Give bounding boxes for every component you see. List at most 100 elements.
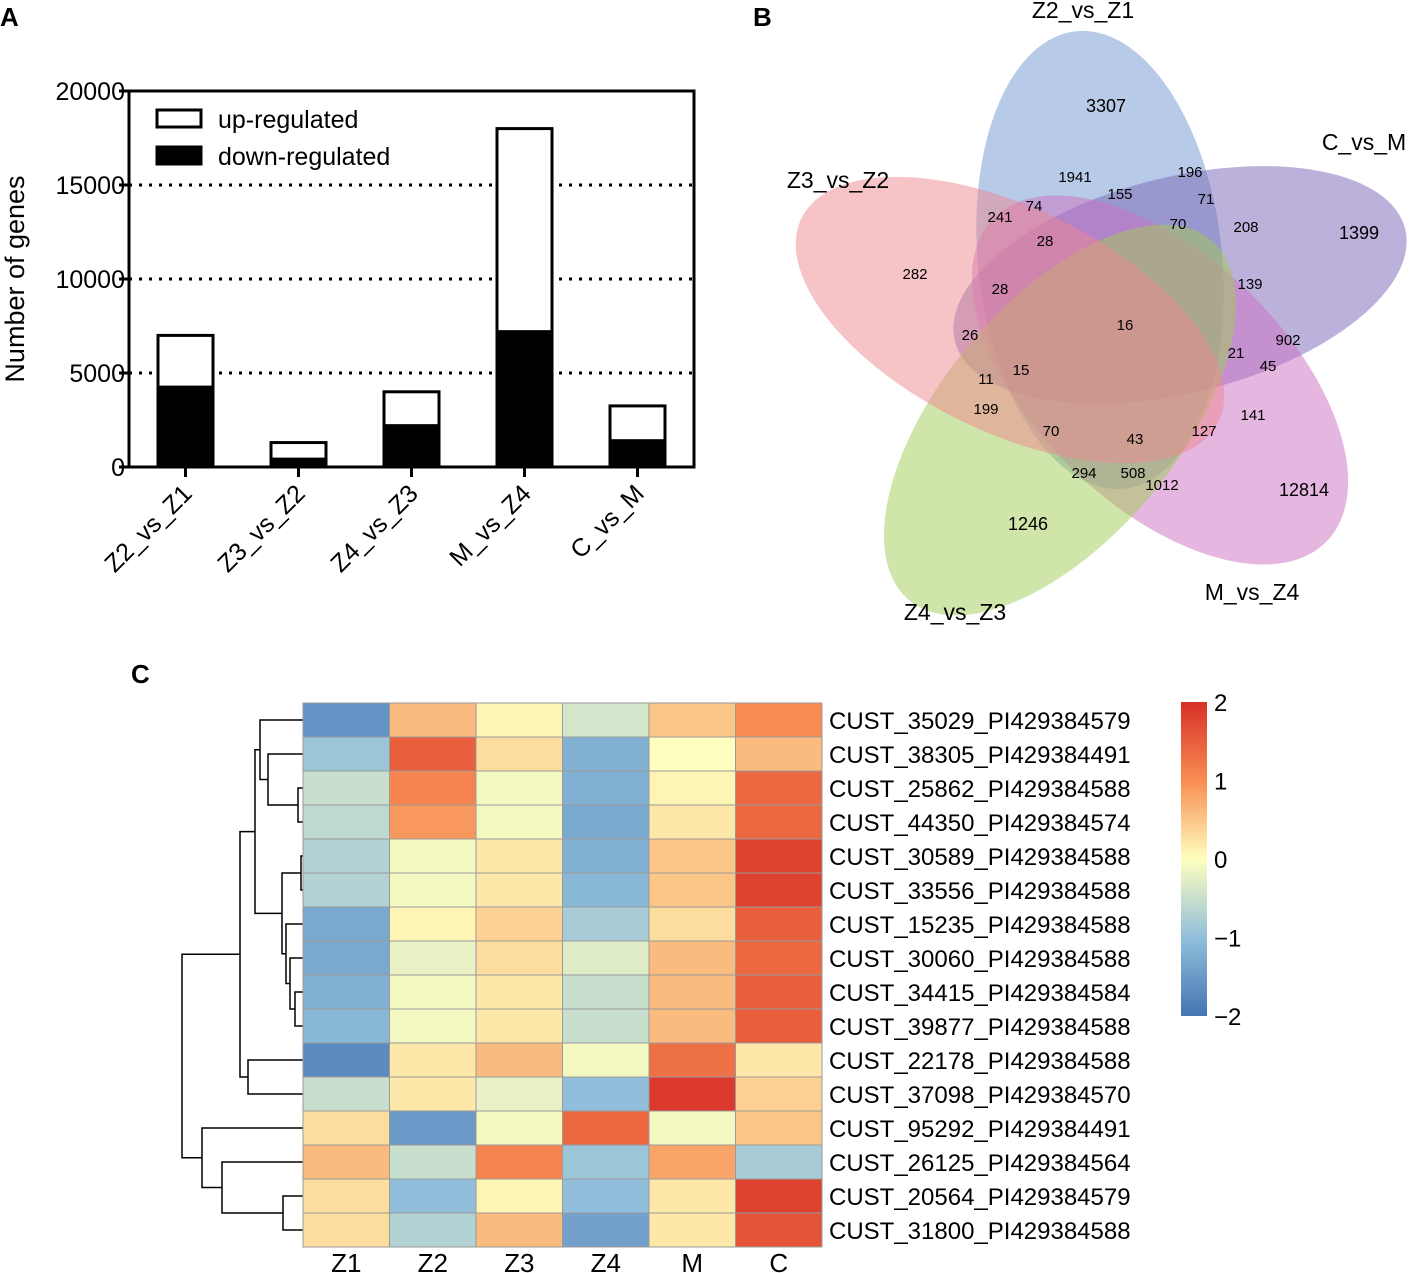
heatmap-cell [302, 1144, 390, 1180]
venn-ellipses [795, 30, 1407, 616]
venn-set-label-m-vs-z4: M_vs_Z4 [1205, 579, 1300, 605]
y-tick-label: 10000 [55, 266, 125, 294]
heatmap-cell [562, 1110, 650, 1146]
heatmap-cell [735, 1110, 823, 1146]
x-tick-label: Z4_vs_Z3 [325, 479, 423, 577]
venn-region-count: 70 [1043, 423, 1060, 440]
heatmap-row-label: CUST_25862_PI429384588 [829, 776, 1131, 803]
venn-region-count: 3307 [1086, 96, 1126, 116]
heatmap-column-label: Z2 [418, 1248, 448, 1273]
heatmap-column-labels: Z1 Z2 Z3 Z4 M C [331, 1248, 788, 1273]
heatmap-cell [648, 906, 736, 942]
heatmap-cell [735, 1144, 823, 1180]
heatmap-row-label: CUST_22178_PI429384588 [829, 1048, 1131, 1075]
bar-x-ticks: Z2_vs_Z1 Z3_vs_Z2 Z4_vs_Z3 M_vs_Z4 C_vs_M [99, 467, 650, 578]
heatmap-cell [648, 804, 736, 840]
color-bar-ticks: 2 1 0 −1 −2 [1214, 690, 1241, 1031]
venn-set-label-c-vs-m: C_vs_M [1322, 129, 1406, 155]
bar-series [156, 127, 667, 469]
panel-label-c: C [131, 659, 150, 689]
row-dendrogram [181, 719, 303, 1231]
heatmap-cell [735, 702, 823, 738]
heatmap-cell [562, 1144, 650, 1180]
bar-down-regulated [608, 439, 667, 469]
legend-label-down: down-regulated [218, 143, 390, 171]
heatmap-cell [648, 1042, 736, 1078]
y-tick-label: 5000 [69, 360, 125, 388]
heatmap-cell [735, 770, 823, 806]
heatmap-cell [562, 1178, 650, 1214]
color-bar-tick-label: 0 [1214, 847, 1227, 874]
heatmap-cell [475, 1144, 563, 1180]
heatmap-cell [475, 1042, 563, 1078]
heatmap-cell [648, 1178, 736, 1214]
color-bar-tick-label: −2 [1214, 1004, 1241, 1031]
venn-region-count: 74 [1026, 198, 1043, 215]
heatmap-cell [302, 872, 390, 908]
bar-y-ticks: 0 5000 10000 15000 20000 [55, 78, 129, 482]
color-bar: 2 1 0 −1 −2 [1181, 690, 1241, 1031]
heatmap-cell [302, 804, 390, 840]
venn-region-count: 241 [987, 209, 1012, 226]
venn-region-count: 12814 [1279, 480, 1329, 500]
heatmap-cell [648, 702, 736, 738]
heatmap-cell [389, 838, 477, 874]
heatmap-row-label: CUST_34415_PI429384584 [829, 980, 1131, 1007]
heatmap-cell [562, 906, 650, 942]
heatmap-cell [735, 940, 823, 976]
bar-up-regulated [156, 333, 215, 389]
venn-region-count: 11 [978, 371, 994, 388]
heatmap-frame [302, 702, 823, 1248]
venn-region-count: 21 [1228, 345, 1245, 362]
heatmap-cell [389, 1076, 477, 1112]
heatmap-cell [735, 838, 823, 874]
heatmap-cell [648, 1212, 736, 1248]
x-tick-label: Z3_vs_Z2 [212, 479, 310, 577]
heatmap-cell [389, 1008, 477, 1044]
heatmap-cell [475, 1076, 563, 1112]
dendrogram-link [221, 1161, 303, 1214]
color-bar-gradient [1181, 702, 1207, 1016]
heatmap-cell [389, 804, 477, 840]
venn-region-count: 282 [902, 266, 927, 283]
bar-up-regulated [269, 441, 328, 461]
heatmap-cell [735, 974, 823, 1010]
venn-region-count: 28 [1037, 233, 1054, 250]
dendrogram-link [201, 1127, 303, 1189]
heatmap-column-label: Z4 [591, 1248, 621, 1273]
heatmap-cell [302, 1042, 390, 1078]
heatmap-cell [389, 974, 477, 1010]
heatmap-row-label: CUST_31800_PI429384588 [829, 1218, 1131, 1245]
heatmap-cell [562, 1042, 650, 1078]
heatmap-row-label: CUST_33556_PI429384588 [829, 878, 1131, 905]
panel-label-b: B [753, 2, 772, 32]
heatmap-cell [648, 1008, 736, 1044]
venn-set-label-z3-vs-z2: Z3_vs_Z2 [787, 167, 889, 193]
heatmap-cell [302, 1110, 390, 1146]
heatmap-cell [389, 1042, 477, 1078]
heatmap-cell [735, 1212, 823, 1248]
heatmap-cell [648, 974, 736, 1010]
dendrogram-link [247, 1059, 303, 1095]
venn-ellipse-z3-vs-z2 [795, 176, 1225, 464]
heatmap-cell [735, 1008, 823, 1044]
dendrogram-link [259, 719, 303, 781]
venn-region-count: 508 [1120, 465, 1145, 482]
heatmap-cell [562, 702, 650, 738]
heatmap-cell [302, 906, 390, 942]
venn-region-count: 1246 [1008, 514, 1048, 534]
venn-region-count: 15 [1013, 362, 1030, 379]
venn-set-label-z4-vs-z3: Z4_vs_Z3 [904, 599, 1006, 625]
heatmap-row-label: CUST_39877_PI429384588 [829, 1014, 1131, 1041]
heatmap-cell [735, 804, 823, 840]
heatmap-cell [562, 872, 650, 908]
heatmap-row-label: CUST_44350_PI429384574 [829, 810, 1131, 837]
heatmap-cell [302, 1008, 390, 1044]
y-tick-label: 20000 [55, 78, 125, 106]
dendrogram-link [285, 923, 303, 985]
venn-region-count: 208 [1233, 219, 1258, 236]
heatmap-cell [648, 1076, 736, 1112]
heatmap-cell [562, 1076, 650, 1112]
heatmap-cell [735, 906, 823, 942]
y-tick-label: 15000 [55, 172, 125, 200]
